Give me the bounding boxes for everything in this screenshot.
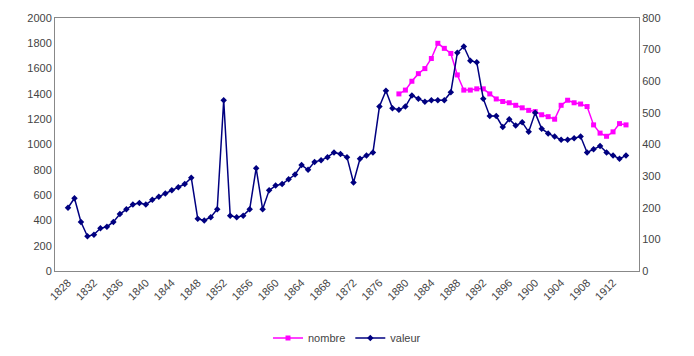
svg-text:2000: 2000 bbox=[27, 12, 51, 24]
svg-text:1880: 1880 bbox=[385, 277, 411, 303]
svg-text:800: 800 bbox=[33, 164, 51, 176]
svg-text:1848: 1848 bbox=[177, 277, 203, 303]
svg-text:1856: 1856 bbox=[229, 277, 255, 303]
svg-text:100: 100 bbox=[642, 233, 660, 245]
svg-text:1840: 1840 bbox=[125, 277, 151, 303]
svg-text:600: 600 bbox=[642, 75, 660, 87]
svg-text:1872: 1872 bbox=[333, 277, 359, 303]
svg-text:0: 0 bbox=[46, 265, 52, 277]
svg-text:1200: 1200 bbox=[27, 113, 51, 125]
svg-text:1800: 1800 bbox=[27, 37, 51, 49]
svg-text:1884: 1884 bbox=[411, 277, 437, 303]
svg-text:300: 300 bbox=[642, 170, 660, 182]
svg-text:1912: 1912 bbox=[593, 277, 619, 303]
svg-text:nombre: nombre bbox=[308, 332, 345, 344]
svg-text:400: 400 bbox=[33, 214, 51, 226]
svg-text:1908: 1908 bbox=[567, 277, 593, 303]
svg-text:1860: 1860 bbox=[255, 277, 281, 303]
svg-text:1888: 1888 bbox=[437, 277, 463, 303]
svg-text:1852: 1852 bbox=[203, 277, 229, 303]
svg-text:1864: 1864 bbox=[281, 277, 307, 303]
svg-text:0: 0 bbox=[642, 265, 648, 277]
svg-text:600: 600 bbox=[33, 189, 51, 201]
svg-text:700: 700 bbox=[642, 43, 660, 55]
svg-text:1876: 1876 bbox=[359, 277, 385, 303]
svg-text:1892: 1892 bbox=[463, 277, 489, 303]
svg-text:1896: 1896 bbox=[489, 277, 515, 303]
svg-text:1900: 1900 bbox=[515, 277, 541, 303]
svg-text:400: 400 bbox=[642, 138, 660, 150]
svg-text:1836: 1836 bbox=[99, 277, 125, 303]
svg-text:1844: 1844 bbox=[151, 277, 177, 303]
svg-text:1400: 1400 bbox=[27, 88, 51, 100]
svg-text:200: 200 bbox=[33, 240, 51, 252]
svg-text:1832: 1832 bbox=[73, 277, 99, 303]
svg-text:200: 200 bbox=[642, 202, 660, 214]
svg-text:1828: 1828 bbox=[47, 277, 73, 303]
svg-text:1868: 1868 bbox=[307, 277, 333, 303]
svg-text:800: 800 bbox=[642, 12, 660, 24]
svg-text:1904: 1904 bbox=[541, 277, 567, 303]
svg-text:500: 500 bbox=[642, 107, 660, 119]
svg-text:1000: 1000 bbox=[27, 138, 51, 150]
svg-text:valeur: valeur bbox=[390, 332, 420, 344]
svg-text:1600: 1600 bbox=[27, 62, 51, 74]
